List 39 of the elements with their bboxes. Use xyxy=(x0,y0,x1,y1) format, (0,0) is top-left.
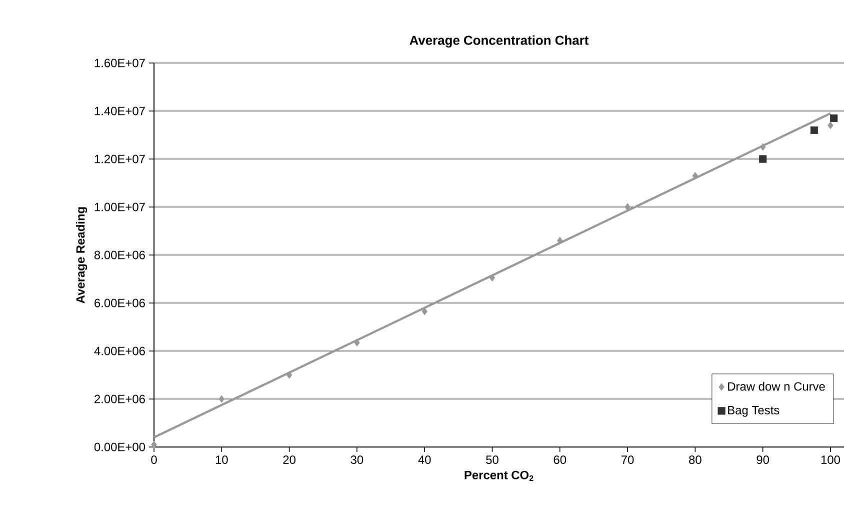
legend-label: Bag Tests xyxy=(728,406,780,417)
x-tick-label: 100 xyxy=(821,456,840,464)
point xyxy=(810,126,818,134)
chart-title: Average Concentration Chart xyxy=(410,35,589,48)
point xyxy=(556,236,563,244)
point xyxy=(759,155,767,163)
point xyxy=(828,122,834,130)
point xyxy=(830,114,838,122)
point xyxy=(489,274,496,282)
x-axis-title: Percent CO$_{2}$ xyxy=(464,470,534,481)
y-tick-label: 1.00E+07 xyxy=(94,202,145,212)
y-tick-label: 1.40E+07 xyxy=(94,106,145,116)
y-tick-label: 6.00E+06 xyxy=(94,298,145,308)
x-tick-label: 70 xyxy=(621,456,634,464)
x-tick-label: 10 xyxy=(216,456,228,464)
x-tick-label: 40 xyxy=(418,456,431,464)
y-tick-label: 1.60E+07 xyxy=(94,58,145,68)
x-tick-label: 80 xyxy=(689,456,702,464)
x-tick-label: 30 xyxy=(350,456,364,464)
point xyxy=(760,143,766,151)
y-tick-label: 8.00E+06 xyxy=(94,250,145,260)
point xyxy=(354,338,360,346)
point xyxy=(422,308,428,316)
x-tick-label: 50 xyxy=(486,456,498,464)
y-axis-title: Average Reading xyxy=(76,207,88,304)
y-tick-label: 2.00E+06 xyxy=(94,394,145,404)
x-tick-label: 60 xyxy=(554,456,566,464)
point xyxy=(218,395,225,403)
point xyxy=(286,371,292,379)
y-tick-label: 1.20E+07 xyxy=(94,154,145,164)
point xyxy=(692,172,698,180)
x-tick-label: 90 xyxy=(756,456,770,464)
y-tick-label: 4.00E+06 xyxy=(94,346,145,356)
x-tick-label: 20 xyxy=(283,456,296,464)
legend-label: Draw dow n Curve xyxy=(728,382,825,391)
point xyxy=(151,440,157,448)
y-tick-label: 0.00E+00 xyxy=(94,442,146,452)
point xyxy=(624,203,630,211)
x-tick-label: 0 xyxy=(151,456,157,464)
